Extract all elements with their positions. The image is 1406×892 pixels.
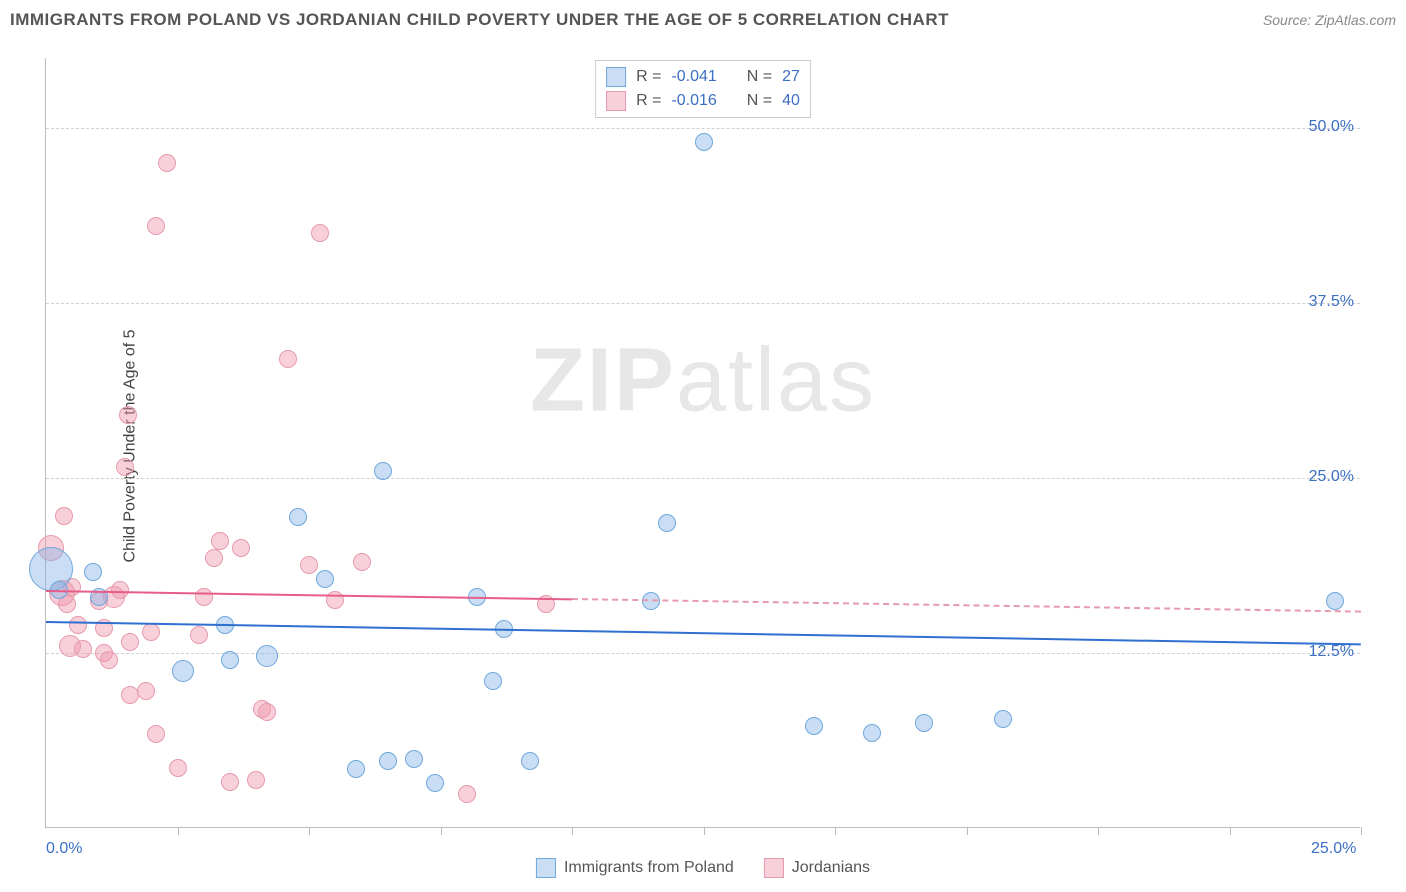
- bubble-blue: [316, 570, 334, 588]
- x-tick: [572, 827, 573, 835]
- y-tick-label: 25.0%: [1309, 468, 1354, 486]
- trendline-pink-dashed: [572, 598, 1361, 613]
- x-tick: [967, 827, 968, 835]
- legend-item-pink: Jordanians: [764, 858, 870, 878]
- bubble-pink: [205, 549, 223, 567]
- x-tick: [1230, 827, 1231, 835]
- stat-r-pink: -0.016: [671, 89, 716, 113]
- bubble-blue: [172, 660, 194, 682]
- bubble-pink: [121, 633, 139, 651]
- x-tick-label: 25.0%: [1311, 840, 1356, 858]
- y-tick-label: 12.5%: [1309, 643, 1354, 661]
- gridline: [46, 653, 1360, 654]
- x-tick: [1361, 827, 1362, 835]
- x-tick: [309, 827, 310, 835]
- x-tick-label: 0.0%: [46, 840, 82, 858]
- bubble-pink: [119, 406, 137, 424]
- bubble-pink: [55, 507, 73, 525]
- gridline: [46, 128, 1360, 129]
- stat-n-blue: 27: [782, 65, 800, 89]
- stats-row-blue: R = -0.041 N = 27: [606, 65, 800, 89]
- legend-label-pink: Jordanians: [792, 859, 870, 877]
- bottom-legend: Immigrants from Poland Jordanians: [536, 858, 870, 878]
- bubble-pink: [137, 682, 155, 700]
- bubble-blue: [658, 514, 676, 532]
- bubble-pink: [247, 771, 265, 789]
- stats-row-pink: R = -0.016 N = 40: [606, 89, 800, 113]
- x-tick: [441, 827, 442, 835]
- bubble-pink: [232, 539, 250, 557]
- bubble-pink: [147, 725, 165, 743]
- x-tick: [704, 827, 705, 835]
- source-label: Source: ZipAtlas.com: [1263, 12, 1396, 28]
- bubble-blue: [405, 750, 423, 768]
- bubble-blue: [374, 462, 392, 480]
- plot-area: ZIPatlas R = -0.041 N = 27 R = -0.016 N …: [45, 58, 1360, 828]
- bubble-pink: [221, 773, 239, 791]
- bubble-blue: [1326, 592, 1344, 610]
- bubble-pink: [258, 703, 276, 721]
- bubble-pink: [158, 154, 176, 172]
- bubble-pink: [311, 224, 329, 242]
- swatch-pink-icon: [764, 858, 784, 878]
- bubble-pink: [111, 581, 129, 599]
- bubble-pink: [353, 553, 371, 571]
- gridline: [46, 303, 1360, 304]
- trendline-blue: [46, 621, 1361, 645]
- swatch-blue-icon: [536, 858, 556, 878]
- x-tick: [1098, 827, 1099, 835]
- bubble-pink: [300, 556, 318, 574]
- bubble-pink: [169, 759, 187, 777]
- bubble-pink: [147, 217, 165, 235]
- bubble-blue: [426, 774, 444, 792]
- x-tick: [178, 827, 179, 835]
- legend-item-blue: Immigrants from Poland: [536, 858, 734, 878]
- bubble-pink: [195, 588, 213, 606]
- bubble-pink: [100, 651, 118, 669]
- bubble-blue: [994, 710, 1012, 728]
- bubble-blue: [484, 672, 502, 690]
- watermark: ZIPatlas: [530, 329, 876, 432]
- title-bar: IMMIGRANTS FROM POLAND VS JORDANIAN CHIL…: [10, 10, 1396, 30]
- swatch-pink-icon: [606, 91, 626, 111]
- bubble-pink: [326, 591, 344, 609]
- bubble-blue: [256, 645, 278, 667]
- bubble-pink: [211, 532, 229, 550]
- bubble-blue: [521, 752, 539, 770]
- x-tick: [835, 827, 836, 835]
- stat-r-blue: -0.041: [671, 65, 716, 89]
- bubble-pink: [458, 785, 476, 803]
- bubble-pink: [279, 350, 297, 368]
- stats-box: R = -0.041 N = 27 R = -0.016 N = 40: [595, 60, 811, 118]
- gridline: [46, 478, 1360, 479]
- legend-label-blue: Immigrants from Poland: [564, 859, 734, 877]
- bubble-blue: [863, 724, 881, 742]
- bubble-blue: [84, 563, 102, 581]
- bubble-blue: [805, 717, 823, 735]
- bubble-pink: [142, 623, 160, 641]
- bubble-blue: [221, 651, 239, 669]
- y-tick-label: 50.0%: [1309, 118, 1354, 136]
- y-tick-label: 37.5%: [1309, 293, 1354, 311]
- swatch-blue-icon: [606, 67, 626, 87]
- bubble-blue: [347, 760, 365, 778]
- bubble-blue: [695, 133, 713, 151]
- bubble-pink: [74, 640, 92, 658]
- chart-title: IMMIGRANTS FROM POLAND VS JORDANIAN CHIL…: [10, 10, 949, 30]
- bubble-blue: [379, 752, 397, 770]
- bubble-pink: [69, 616, 87, 634]
- bubble-blue: [915, 714, 933, 732]
- bubble-pink: [190, 626, 208, 644]
- stat-n-pink: 40: [782, 89, 800, 113]
- bubble-pink: [116, 458, 134, 476]
- bubble-blue: [289, 508, 307, 526]
